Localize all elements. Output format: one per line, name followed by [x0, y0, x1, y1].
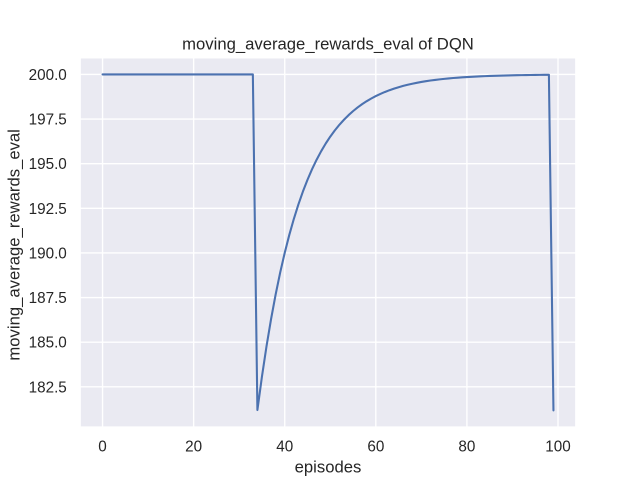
svg-text:episodes: episodes	[295, 457, 362, 476]
svg-text:80: 80	[458, 438, 475, 455]
svg-text:60: 60	[367, 438, 384, 455]
svg-text:192.5: 192.5	[29, 201, 67, 218]
svg-text:moving_average_rewards_eval: moving_average_rewards_eval	[5, 129, 24, 360]
svg-text:195.0: 195.0	[29, 156, 67, 173]
svg-text:182.5: 182.5	[29, 379, 67, 396]
svg-text:0: 0	[98, 438, 107, 455]
svg-text:200.0: 200.0	[29, 67, 67, 84]
svg-text:187.5: 187.5	[29, 290, 67, 307]
svg-text:100: 100	[545, 438, 570, 455]
svg-text:197.5: 197.5	[29, 112, 67, 129]
svg-text:40: 40	[276, 438, 293, 455]
svg-text:185.0: 185.0	[29, 335, 67, 352]
svg-text:20: 20	[185, 438, 202, 455]
svg-text:190.0: 190.0	[29, 245, 67, 262]
svg-text:moving_average_rewards_eval of: moving_average_rewards_eval of DQN	[182, 34, 474, 53]
